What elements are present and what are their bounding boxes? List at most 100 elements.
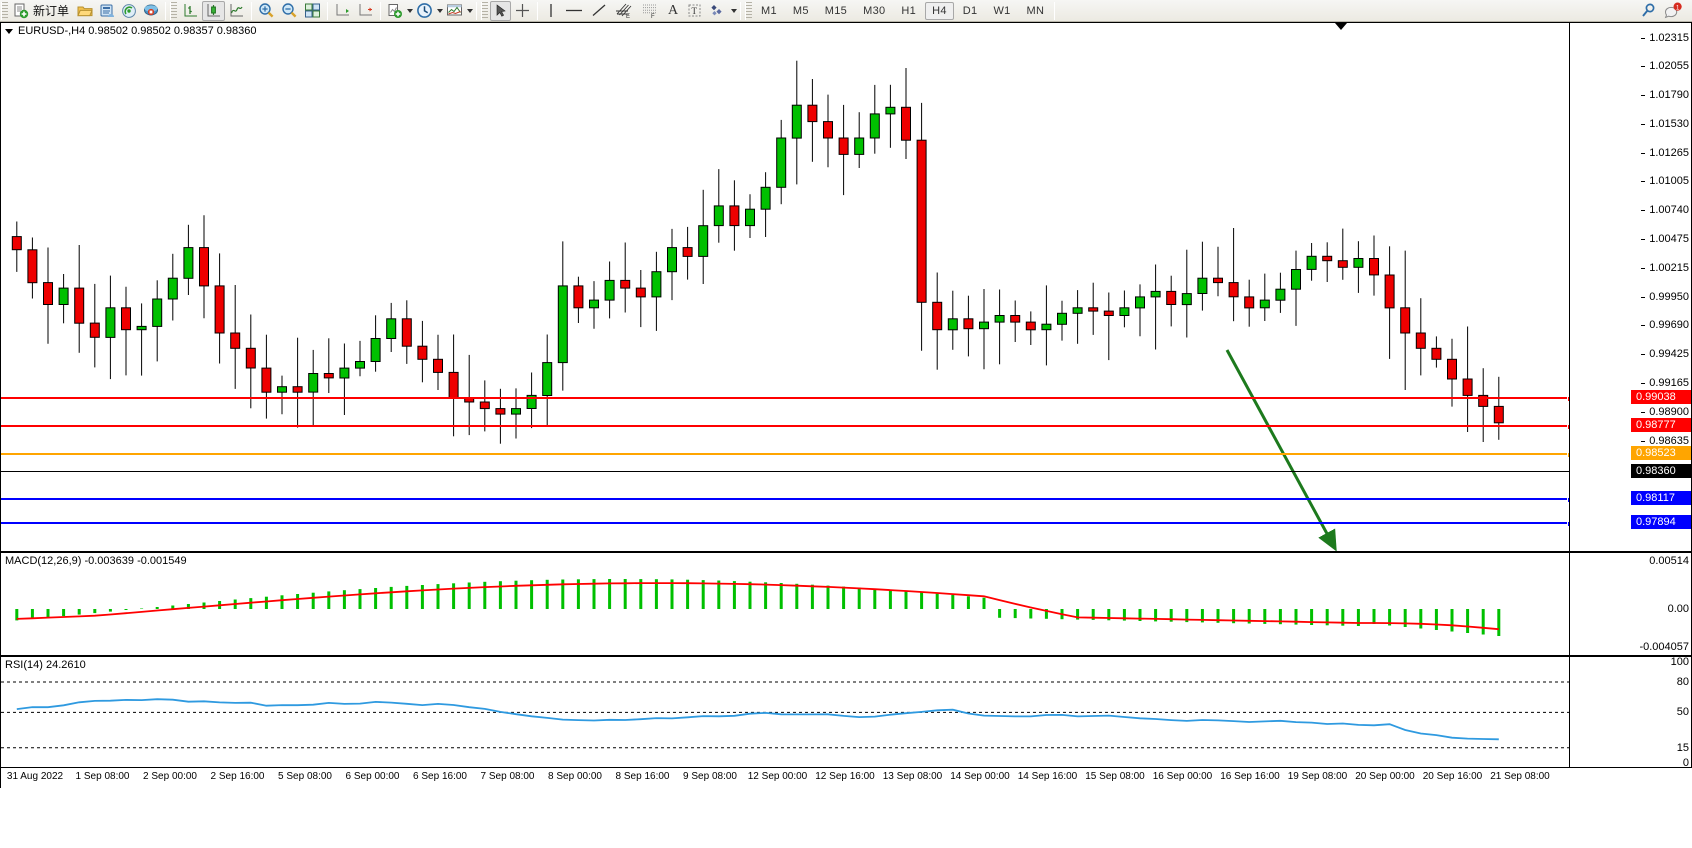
toolbar-grip-2[interactable] <box>170 1 178 20</box>
price-level-label-current-price[interactable]: 0.98360 <box>1631 464 1691 479</box>
timeframe-h1[interactable]: H1 <box>901 4 917 17</box>
price-level-line-resistance[interactable] <box>1 424 1569 431</box>
periods-button[interactable] <box>413 1 436 21</box>
crosshair-button[interactable] <box>511 1 534 21</box>
macd-plot-area <box>1 553 1569 655</box>
templates-dropdown-caret[interactable] <box>467 8 474 13</box>
shapes-dropdown-caret[interactable] <box>731 8 738 13</box>
timeframe-m1[interactable]: M1 <box>761 4 777 17</box>
search-button[interactable] <box>1636 1 1660 21</box>
periods-dropdown-caret[interactable] <box>437 8 444 13</box>
current-price-line <box>1 471 1569 473</box>
periods-icon <box>417 3 432 18</box>
price-level-handle[interactable] <box>1567 496 1569 503</box>
candlestick-chart-button[interactable] <box>202 0 226 21</box>
price-tick: 1.00740 <box>1641 204 1689 216</box>
alerts-button[interactable]: 1 <box>1660 1 1686 21</box>
price-level-handle[interactable] <box>1567 452 1569 459</box>
main-toolbar: 新订单 <box>0 0 1692 22</box>
zoom-in-button[interactable] <box>255 1 278 21</box>
price-level-label-support[interactable]: 0.97894 <box>1631 515 1691 530</box>
time-tick: 15 Sep 08:00 <box>1085 771 1145 782</box>
price-tick: 0.98900 <box>1641 406 1689 418</box>
shift-end-button[interactable] <box>331 1 354 21</box>
auto-scroll-button[interactable] <box>354 1 377 21</box>
chart-dropdown-icon[interactable] <box>5 28 13 34</box>
toolbar-grip[interactable] <box>1 1 8 20</box>
timeframe-d1[interactable]: D1 <box>962 4 978 17</box>
rsi-tick: 50 <box>1676 706 1689 719</box>
timeframe-h4[interactable]: H4 <box>925 1 954 20</box>
line-chart-button[interactable] <box>225 1 248 21</box>
equidistant-channel-button[interactable]: E <box>611 1 637 21</box>
indicators-button[interactable] <box>384 1 406 21</box>
vertical-line-button[interactable] <box>541 1 561 21</box>
rsi-tick: 100 <box>1670 655 1689 668</box>
time-tick: 14 Sep 16:00 <box>1017 771 1078 782</box>
price-tick: 1.00215 <box>1641 262 1689 274</box>
toolbar-grip-4[interactable] <box>745 1 753 20</box>
price-tick: 0.99165 <box>1641 377 1689 389</box>
trendline-button[interactable] <box>587 1 611 21</box>
timeframe-m5[interactable]: M5 <box>792 4 809 17</box>
time-tick: 6 Sep 16:00 <box>413 771 467 782</box>
price-level-handle[interactable] <box>1567 521 1569 528</box>
time-tick: 2 Sep 16:00 <box>210 771 265 782</box>
timeframe-group: M1 M5 M15 M30 H1 H4 D1 W1 MN <box>754 1 1051 20</box>
tile-windows-button[interactable] <box>301 1 324 21</box>
price-plot-area[interactable] <box>1 23 1569 551</box>
toolbar-grip-3[interactable] <box>481 1 489 20</box>
rsi-pane[interactable]: RSI(14) 24.2610 100 80 50 15 0 <box>0 655 1692 769</box>
new-order-button[interactable]: 新订单 <box>10 1 74 21</box>
bar-chart-button[interactable] <box>179 1 202 21</box>
cursor-button[interactable] <box>490 0 512 21</box>
shapes-button[interactable] <box>706 1 730 21</box>
text-label-button[interactable]: T <box>683 1 706 21</box>
auto-trading-button[interactable] <box>140 1 162 21</box>
macd-pane[interactable]: MACD(12,26,9) -0.003639 -0.001549 0.0051… <box>0 552 1692 656</box>
price-level-label-resistance[interactable]: 0.98777 <box>1631 418 1691 433</box>
time-tick: 20 Sep 00:00 <box>1355 771 1415 782</box>
time-axis[interactable]: 31 Aug 2022 1 Sep 08:00 2 Sep 00:00 2 Sep 1… <box>0 768 1692 788</box>
price-level-label-resistance[interactable]: 0.99038 <box>1631 389 1691 404</box>
timeframe-m30[interactable]: M30 <box>863 4 886 17</box>
price-tick: 0.99690 <box>1641 319 1689 331</box>
svg-text:E: E <box>626 14 630 19</box>
price-level-line-pending[interactable] <box>1 452 1569 459</box>
time-tick: 5 Sep 08:00 <box>278 771 332 782</box>
time-tick: 12 Sep 16:00 <box>815 771 875 782</box>
trend-arrow[interactable] <box>1225 349 1337 551</box>
macd-tick: 0.00514 <box>1649 555 1689 567</box>
timeframe-w1[interactable]: W1 <box>993 4 1011 17</box>
folder-button[interactable] <box>74 1 96 21</box>
signals-button[interactable] <box>118 1 140 21</box>
signals-icon <box>122 3 136 18</box>
zoom-in-icon <box>259 3 274 18</box>
price-level-handle[interactable] <box>1567 395 1569 402</box>
text-button[interactable]: A <box>663 1 683 21</box>
price-axis[interactable]: 1.02315 1.02055 1.01790 1.01530 1.01265 1.010… <box>1569 23 1691 551</box>
svg-text:T: T <box>692 6 698 16</box>
indicators-dropdown-caret[interactable] <box>407 8 414 13</box>
macd-label: MACD(12,26,9) -0.003639 -0.001549 <box>5 555 187 567</box>
rsi-tick: 80 <box>1676 676 1689 689</box>
price-pane[interactable]: EURUSD-,H4 0.98502 0.98502 0.98357 0.983… <box>0 22 1692 552</box>
chart-symbol-header[interactable]: EURUSD-,H4 0.98502 0.98502 0.98357 0.983… <box>5 25 257 37</box>
fibonacci-icon: F <box>643 4 657 19</box>
templates-button[interactable] <box>443 1 466 21</box>
price-level-line-resistance[interactable] <box>1 395 1569 402</box>
time-tick: 16 Sep 00:00 <box>1152 771 1213 782</box>
horizontal-line-button[interactable] <box>561 1 587 21</box>
price-level-label-pending[interactable]: 0.98523 <box>1631 446 1691 461</box>
timeframe-m15[interactable]: M15 <box>824 4 848 17</box>
timeframe-mn[interactable]: MN <box>1026 4 1045 17</box>
macd-axis: 0.00514 0.00 -0.004057 <box>1569 553 1691 655</box>
price-level-label-support[interactable]: 0.98117 <box>1631 490 1691 505</box>
news-button[interactable] <box>96 1 118 21</box>
price-level-line-support[interactable] <box>1 521 1569 528</box>
price-level-handle[interactable] <box>1567 424 1569 431</box>
zoom-out-button[interactable] <box>278 1 301 21</box>
price-level-line-support[interactable] <box>1 496 1569 503</box>
notification-badge-count: 1 <box>1676 4 1680 11</box>
fibonacci-button[interactable]: F <box>637 1 663 21</box>
